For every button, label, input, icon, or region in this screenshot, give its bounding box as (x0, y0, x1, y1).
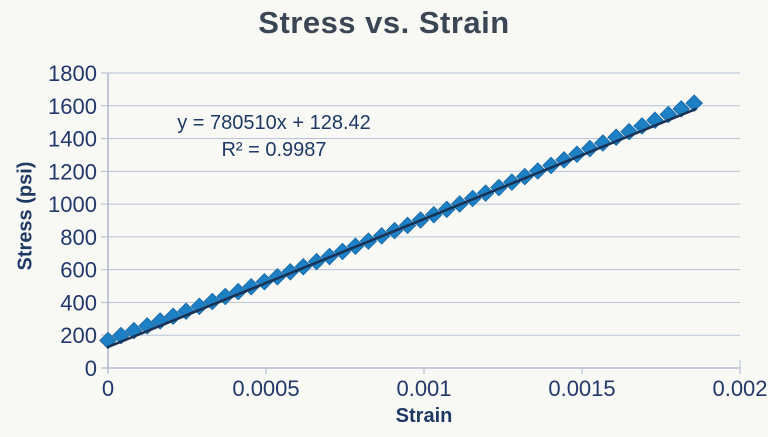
trendline (106, 107, 698, 349)
y-tick-label: 0 (85, 356, 97, 381)
x-tick-label: 0 (102, 376, 114, 401)
data-point-marker (190, 297, 209, 316)
y-tick-label: 600 (60, 258, 97, 283)
data-point-marker (594, 134, 612, 152)
y-tick-label: 200 (60, 323, 97, 348)
data-point-marker (151, 312, 169, 330)
y-tick-label: 1200 (48, 159, 97, 184)
x-tick-label: 0.0015 (548, 376, 615, 401)
y-tick-label: 1600 (48, 94, 97, 119)
data-point-marker (177, 302, 195, 321)
x-tick-label: 0.002 (712, 376, 767, 401)
y-tick-label: 400 (60, 290, 97, 315)
y-tick-label: 1800 (48, 61, 97, 86)
x-tick-labels: 0 0.0005 0.001 0.0015 0.002 (102, 376, 768, 401)
data-point-marker (516, 167, 534, 186)
gridlines (108, 72, 740, 336)
data-point-marker (659, 105, 678, 124)
y-tick-label: 800 (60, 225, 97, 250)
trendline-annotation: y = 780510x + 128.42 R² = 0.9987 (150, 110, 398, 164)
trendline-equation: y = 780510x + 128.42 (177, 112, 371, 134)
data-point-marker (607, 128, 625, 147)
r-squared-value: R² = 0.9987 (221, 139, 327, 161)
data-point-marker (528, 162, 547, 180)
data-point-marker (620, 122, 638, 141)
data-point-marker (646, 111, 664, 129)
chart-title: Stress vs. Strain (258, 5, 510, 40)
y-tick-labels: 0 200 400 600 800 1000 1200 1400 1600 1800 (48, 61, 97, 381)
data-point-marker (268, 267, 287, 286)
data-point-marker (229, 282, 247, 301)
y-tick-label: 1400 (48, 127, 97, 152)
data-point-marker (568, 145, 586, 164)
x-tick-label: 0.0005 (232, 376, 299, 401)
data-point-marker (138, 317, 156, 335)
x-tick-label: 0.001 (396, 376, 451, 401)
x-axis-title: Strain (395, 405, 453, 427)
y-tick-label: 1000 (48, 192, 97, 217)
data-point-marker (581, 139, 599, 158)
data-point-marker (685, 94, 703, 112)
data-point-marker (99, 331, 117, 350)
data-point-marker (672, 100, 690, 118)
